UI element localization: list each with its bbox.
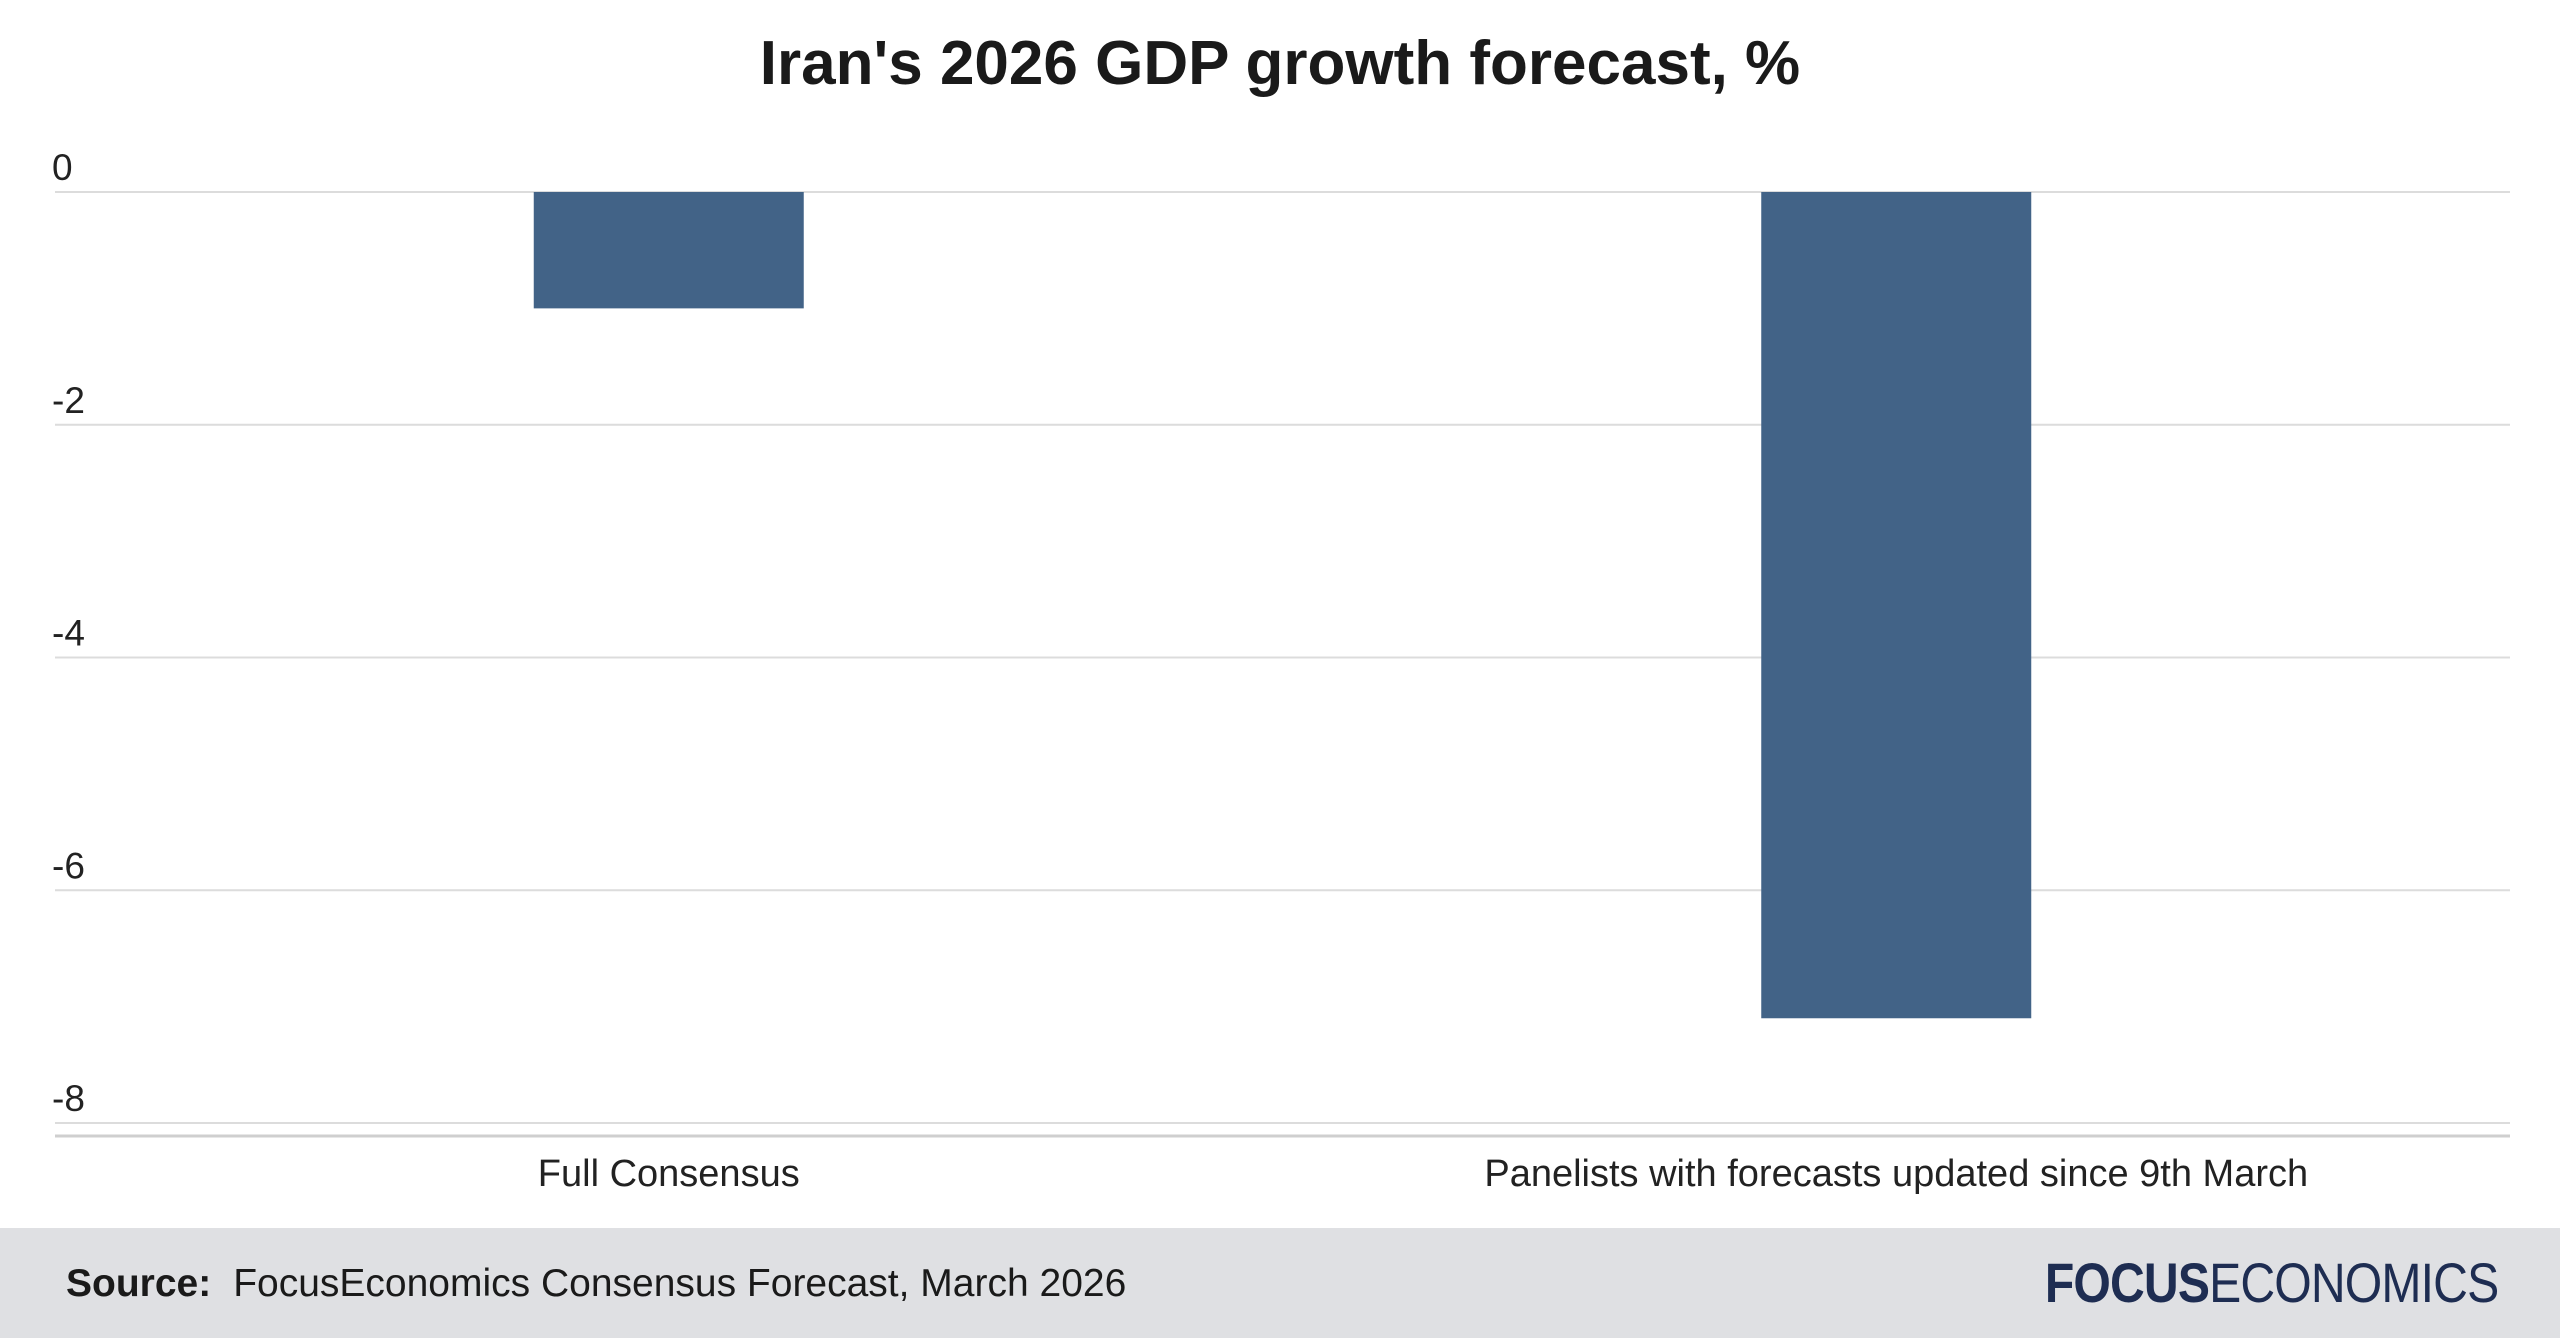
source-note: Source: FocusEconomics Consensus Forecast… [66, 1262, 1126, 1306]
footer: Source: FocusEconomics Consensus Forecast… [0, 1228, 2560, 1338]
gridlines [55, 191, 2510, 1138]
bar-chart: 0 -2 -4 -6 -8 Full Consensus Panelists with f… [52, 147, 2510, 1195]
brand-logo: FOCUSECONOMICS [2044, 1250, 2498, 1315]
bar-2 [1761, 192, 2032, 1019]
y-tick-label: -6 [52, 845, 85, 886]
y-tick-label: 0 [52, 147, 73, 188]
x-axis-categories: Full Consensus Panelists with forecasts u… [538, 1153, 2308, 1195]
x-category-label: Full Consensus [538, 1153, 800, 1195]
brand-logo-bold: FOCUS [2044, 1251, 2209, 1314]
source-text: FocusEconomics Consensus Forecast, March… [233, 1262, 1127, 1305]
y-axis-ticks: 0 -2 -4 -6 -8 [52, 147, 85, 1119]
x-category-label: Panelists with forecasts updated since 9… [1484, 1153, 2308, 1195]
y-tick-label: -8 [52, 1078, 85, 1119]
source-label: Source: [66, 1262, 212, 1305]
chart-title: Iran's 2026 GDP growth forecast, % [759, 29, 1801, 98]
bars [533, 192, 2032, 1019]
y-tick-label: -2 [52, 380, 85, 421]
y-tick-label: -4 [52, 613, 85, 654]
bar-1 [533, 192, 804, 309]
brand-logo-rest: ECONOMICS [2208, 1251, 2499, 1314]
